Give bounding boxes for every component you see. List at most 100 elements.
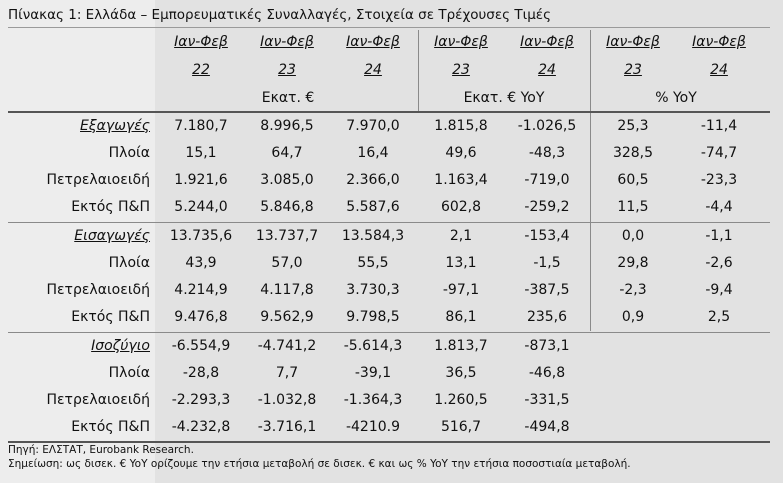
- table-row: Εξαγωγές 7.180,7 8.996,5 7.970,0 1.815,8 -1.0…: [0, 113, 783, 140]
- table-title: Πίνακας 1: Ελλάδα – Εμπορευματικές Συναλ…: [8, 7, 551, 23]
- table-cell: -97,1: [418, 277, 504, 304]
- table-cell: 36,5: [418, 360, 504, 387]
- table-bottom-line: [8, 441, 770, 443]
- table-cell: 13,1: [418, 250, 504, 277]
- table-cell: -1,1: [676, 223, 762, 250]
- table-cell: -719,0: [504, 167, 590, 194]
- table-cell: -5.614,3: [330, 333, 416, 360]
- table-row: Ισοζύγιο -6.554,9 -4.741,2 -5.614,3 1.813,7 -…: [0, 333, 783, 360]
- row-label: Πλοία: [8, 140, 150, 167]
- table-cell: 9.562,9: [244, 304, 330, 331]
- table-cell: 9.798,5: [330, 304, 416, 331]
- table-cell: -48,3: [504, 140, 590, 167]
- table-cell: 86,1: [418, 304, 504, 331]
- table-cell: -2,3: [590, 277, 676, 304]
- table-cell: 1.813,7: [418, 333, 504, 360]
- table-row: Πετρελαιοειδή 1.921,6 3.085,0 2.366,0 1.163,…: [0, 167, 783, 194]
- table-cell: -46,8: [504, 360, 590, 387]
- table-cell: 25,3: [590, 113, 676, 140]
- table-cell: 43,9: [158, 250, 244, 277]
- table-cell: 2,5: [676, 304, 762, 331]
- row-label: Πλοία: [8, 250, 150, 277]
- table-cell: -28,8: [158, 360, 244, 387]
- table-cell: -4.741,2: [244, 333, 330, 360]
- table-cell: -153,4: [504, 223, 590, 250]
- table-cell: -9,4: [676, 277, 762, 304]
- table-cell: 13.735,6: [158, 223, 244, 250]
- table-row: Πλοία 43,9 57,0 55,5 13,1 -1,5 29,8 -2,6: [0, 250, 783, 277]
- table-cell: 11,5: [590, 194, 676, 221]
- table-cell: 8.996,5: [244, 113, 330, 140]
- column-header-year: 23: [418, 62, 504, 78]
- table-cell: 1.260,5: [418, 387, 504, 414]
- table-cell: 5.846,8: [244, 194, 330, 221]
- table-cell: 2,1: [418, 223, 504, 250]
- column-group-divider: [590, 30, 591, 111]
- table-cell: -11,4: [676, 113, 762, 140]
- table-cell: 9.476,8: [158, 304, 244, 331]
- table-cell: 15,1: [158, 140, 244, 167]
- row-label: Πλοία: [8, 360, 150, 387]
- table-cell: -873,1: [504, 333, 590, 360]
- title-divider: [8, 27, 770, 28]
- table-cell: 1.815,8: [418, 113, 504, 140]
- row-label: Εκτός Π&Π: [8, 304, 150, 331]
- row-label: Πετρελαιοειδή: [8, 277, 150, 304]
- table-cell: 602,8: [418, 194, 504, 221]
- table-cell: 1.163,4: [418, 167, 504, 194]
- table-cell: 328,5: [590, 140, 676, 167]
- table-cell: -4210.9: [330, 414, 416, 441]
- table-row: Εκτός Π&Π 9.476,8 9.562,9 9.798,5 86,1 235,6 0…: [0, 304, 783, 331]
- table-cell: -1.026,5: [504, 113, 590, 140]
- column-header-year: 23: [590, 62, 676, 78]
- row-label: Πετρελαιοειδή: [8, 167, 150, 194]
- table-row: Εκτός Π&Π 5.244,0 5.846,8 5.587,6 602,8 -259,…: [0, 194, 783, 221]
- unit-label-pct-yoy: % YoY: [590, 90, 762, 106]
- table-cell: 16,4: [330, 140, 416, 167]
- row-label: Πετρελαιοειδή: [8, 387, 150, 414]
- column-header-period: Ιαν-Φεβ: [418, 34, 504, 50]
- table-cell: 3.730,3: [330, 277, 416, 304]
- column-header-year: 22: [158, 62, 244, 78]
- table-cell: 5.587,6: [330, 194, 416, 221]
- table-cell: 57,0: [244, 250, 330, 277]
- table-cell: 7.180,7: [158, 113, 244, 140]
- table-cell: 64,7: [244, 140, 330, 167]
- row-label: Εκτός Π&Π: [8, 194, 150, 221]
- table-cell: -23,3: [676, 167, 762, 194]
- table-cell: -4.232,8: [158, 414, 244, 441]
- table-row: Εκτός Π&Π -4.232,8 -3.716,1 -4210.9 516,7 -49…: [0, 414, 783, 441]
- table-cell: -2.293,3: [158, 387, 244, 414]
- column-header-year: 24: [676, 62, 762, 78]
- table-cell: 60,5: [590, 167, 676, 194]
- table-cell: -1,5: [504, 250, 590, 277]
- table-cell: -387,5: [504, 277, 590, 304]
- table-cell: -494,8: [504, 414, 590, 441]
- table-cell: -6.554,9: [158, 333, 244, 360]
- section-label: Ισοζύγιο: [8, 333, 150, 360]
- table-cell: -2,6: [676, 250, 762, 277]
- table-cell: -3.716,1: [244, 414, 330, 441]
- table-row: Πετρελαιοειδή 4.214,9 4.117,8 3.730,3 -97,1 -…: [0, 277, 783, 304]
- column-header-period: Ιαν-Φεβ: [244, 34, 330, 50]
- table-row: Πετρελαιοειδή -2.293,3 -1.032,8 -1.364,3 1.2…: [0, 387, 783, 414]
- column-header-year: 24: [330, 62, 416, 78]
- table-cell: -1.364,3: [330, 387, 416, 414]
- table-cell: 29,8: [590, 250, 676, 277]
- table-cell: 0,9: [590, 304, 676, 331]
- unit-label-eur: Εκατ. €: [158, 90, 418, 106]
- table-cell: -74,7: [676, 140, 762, 167]
- column-group-divider: [418, 30, 419, 111]
- table-cell: 0,0: [590, 223, 676, 250]
- table-cell: 2.366,0: [330, 167, 416, 194]
- table-cell: 13.584,3: [330, 223, 416, 250]
- row-label: Εκτός Π&Π: [8, 414, 150, 441]
- table-cell: 49,6: [418, 140, 504, 167]
- column-header-period: Ιαν-Φεβ: [158, 34, 244, 50]
- section-label: Εξαγωγές: [8, 113, 150, 140]
- column-header-year: 23: [244, 62, 330, 78]
- table-cell: 3.085,0: [244, 167, 330, 194]
- table-cell: 55,5: [330, 250, 416, 277]
- table-row: Εισαγωγές 13.735,6 13.737,7 13.584,3 2,1 -153…: [0, 223, 783, 250]
- table-cell: 7.970,0: [330, 113, 416, 140]
